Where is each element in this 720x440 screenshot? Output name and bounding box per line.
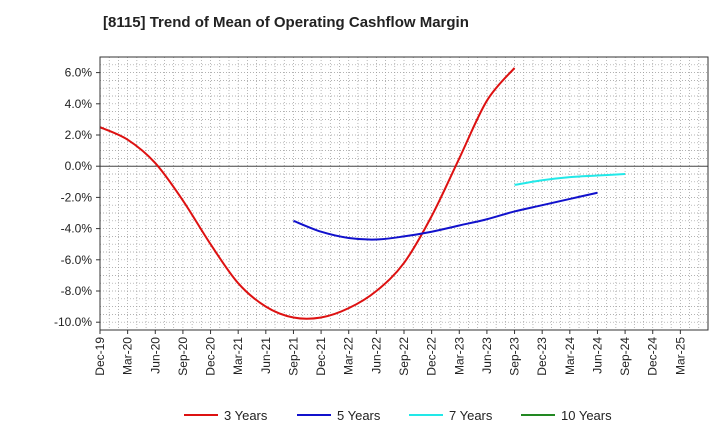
x-tick-label: Jun-24 — [590, 337, 604, 374]
x-tick-label: Mar-24 — [563, 337, 577, 375]
y-tick-label: -10.0% — [54, 315, 92, 329]
y-tick-label: -8.0% — [61, 284, 93, 298]
x-tick-label: Mar-23 — [452, 337, 466, 375]
legend-label-3-years: 3 Years — [224, 408, 268, 423]
x-tick-label: Dec-22 — [425, 337, 439, 376]
y-tick-label: -4.0% — [61, 222, 93, 236]
series-line-7-years — [514, 173, 626, 186]
y-tick-label: 0.0% — [65, 159, 93, 173]
x-tick-label: Mar-21 — [231, 337, 245, 375]
x-tick-label: Sep-23 — [508, 337, 522, 376]
x-tick-label: Sep-24 — [618, 337, 632, 376]
series-line-3-years — [99, 67, 516, 320]
x-tick-label: Dec-21 — [314, 337, 328, 376]
x-tick-label: Mar-25 — [673, 337, 687, 375]
series-line-5-years — [293, 191, 598, 241]
grid — [100, 57, 708, 330]
legend: 3 Years 5 Years 7 Years 10 Years — [184, 408, 612, 423]
x-tick-label: Dec-23 — [535, 337, 549, 376]
x-axis-ticks: Dec-19 Mar-20 Jun-20 Sep-20 Dec-20 Mar-21 Jun-… — [93, 330, 687, 376]
x-tick-label: Dec-24 — [646, 337, 660, 376]
x-tick-label: Jun-21 — [259, 337, 273, 374]
legend-label-10-years: 10 Years — [561, 408, 612, 423]
plot-area — [100, 57, 708, 330]
y-tick-label: -2.0% — [61, 190, 93, 204]
x-tick-label: Jun-22 — [369, 337, 383, 374]
x-tick-label: Jun-20 — [148, 337, 162, 374]
chart-title: [8115] Trend of Mean of Operating Cashfl… — [103, 14, 469, 31]
x-tick-label: Jun-23 — [480, 337, 494, 374]
legend-label-7-years: 7 Years — [449, 408, 493, 423]
x-tick-label: Dec-19 — [93, 337, 107, 376]
y-axis-ticks: 6.0% 4.0% 2.0% 0.0% -2.0% -4.0% -6.0% -8.0% -10.… — [54, 66, 100, 329]
y-tick-label: 6.0% — [65, 66, 93, 80]
y-tick-label: 2.0% — [65, 128, 93, 142]
legend-label-5-years: 5 Years — [337, 408, 381, 423]
x-tick-label: Sep-20 — [176, 337, 190, 376]
plot-frame — [99, 56, 709, 331]
x-tick-label: Mar-22 — [342, 337, 356, 375]
x-tick-label: Sep-21 — [286, 337, 300, 376]
x-tick-label: Sep-22 — [397, 337, 411, 376]
x-tick-label: Dec-20 — [204, 337, 218, 376]
series-lines — [99, 67, 626, 320]
y-tick-label: -6.0% — [61, 253, 93, 267]
x-tick-label: Mar-20 — [121, 337, 135, 375]
y-tick-label: 4.0% — [65, 97, 93, 111]
